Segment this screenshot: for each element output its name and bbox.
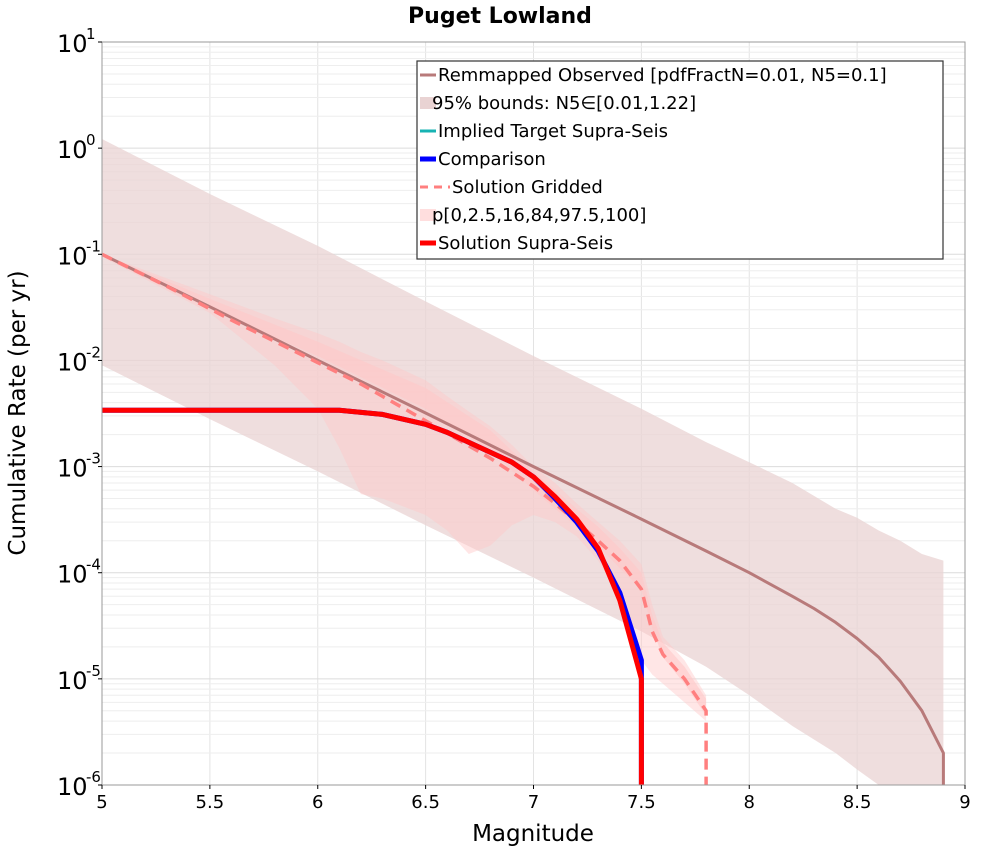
- chart-title: Puget Lowland: [408, 4, 592, 29]
- y-tick-exponent: -6: [86, 768, 101, 786]
- y-tick-exponent: -4: [86, 556, 101, 574]
- legend-label: Remmapped Observed [pdfFractN=0.01, N5=0…: [438, 65, 887, 86]
- y-tick-exponent: -5: [86, 662, 101, 680]
- y-tick-exponent: -2: [86, 343, 101, 361]
- y-tick-exponent: -3: [86, 450, 101, 468]
- y-tick-label: 10: [57, 348, 88, 376]
- y-tick-label: 10: [57, 30, 88, 58]
- x-tick-label: 5.5: [196, 792, 225, 813]
- x-axis-ticks: 5 5.5 6 6.5 7 7.5 8 8.5 9: [96, 785, 971, 813]
- legend-box: [416, 60, 944, 260]
- y-tick-label: 10: [57, 561, 88, 589]
- x-tick-label: 6.5: [411, 792, 440, 813]
- y-tick-label: 10: [57, 136, 88, 164]
- legend-label: p[0,2.5,16,84,97.5,100]: [432, 205, 646, 226]
- y-tick-label: 10: [57, 667, 88, 695]
- x-tick-label: 6: [312, 792, 323, 813]
- legend-label: Comparison: [438, 149, 546, 170]
- legend-label: 95% bounds: N5∈[0.01,1.22]: [432, 93, 696, 114]
- legend-label: Solution Supra-Seis: [438, 233, 613, 254]
- legend-swatch-percentiles: [420, 209, 436, 221]
- legend-label: Solution Gridded: [452, 177, 603, 198]
- y-tick-exponent: 1: [86, 25, 96, 43]
- percentile-band-outer: [102, 254, 707, 722]
- legend: Remmapped Observed [pdfFractN=0.01, N5=0…: [416, 60, 944, 260]
- legend-label: Implied Target Supra-Seis: [438, 121, 668, 142]
- x-tick-label: 8: [744, 792, 755, 813]
- series-lines: [101, 252, 945, 785]
- y-tick-label: 10: [57, 242, 88, 270]
- y-axis-label: Cumulative Rate (per yr): [5, 270, 31, 555]
- x-tick-label: 7.5: [627, 792, 656, 813]
- series-supra-line: [102, 407, 644, 785]
- x-axis-label: Magnitude: [472, 821, 594, 847]
- y-tick-label: 10: [57, 455, 88, 483]
- x-tick-label: 9: [959, 792, 970, 813]
- y-tick-exponent: -1: [86, 237, 101, 255]
- y-tick-exponent: 0: [86, 131, 96, 149]
- x-tick-label: 8.5: [843, 792, 872, 813]
- y-tick-label: 10: [57, 773, 88, 801]
- x-tick-label: 5: [96, 792, 107, 813]
- series-observed-line: [101, 252, 945, 785]
- x-tick-label: 7: [528, 792, 539, 813]
- legend-swatch-bounds: [420, 97, 436, 109]
